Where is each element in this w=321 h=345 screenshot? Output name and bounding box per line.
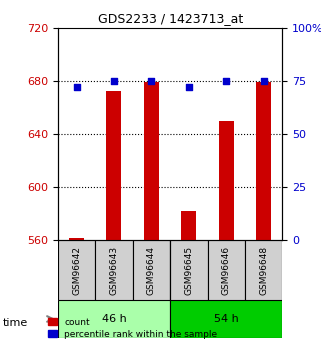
Point — [186, 85, 191, 90]
Bar — [219, 121, 234, 240]
Point — [74, 85, 79, 90]
Text: 54 h: 54 h — [214, 314, 239, 324]
FancyBboxPatch shape — [170, 240, 208, 300]
FancyBboxPatch shape — [245, 240, 282, 300]
FancyBboxPatch shape — [170, 300, 282, 338]
Text: GSM96648: GSM96648 — [259, 246, 268, 295]
Text: time: time — [3, 318, 29, 327]
Text: 46 h: 46 h — [101, 314, 126, 324]
Bar — [256, 82, 271, 240]
FancyBboxPatch shape — [208, 240, 245, 300]
Bar — [69, 238, 84, 240]
Title: GDS2233 / 1423713_at: GDS2233 / 1423713_at — [98, 12, 243, 25]
Text: GSM96646: GSM96646 — [222, 246, 231, 295]
Point — [224, 78, 229, 83]
Bar — [181, 211, 196, 240]
Text: GSM96645: GSM96645 — [184, 246, 193, 295]
Point — [111, 78, 117, 83]
FancyBboxPatch shape — [58, 240, 95, 300]
Point — [261, 78, 266, 83]
FancyBboxPatch shape — [58, 300, 170, 338]
Text: GSM96644: GSM96644 — [147, 246, 156, 295]
Legend: count, percentile rank within the sample: count, percentile rank within the sample — [46, 316, 219, 341]
FancyBboxPatch shape — [133, 240, 170, 300]
Bar — [107, 91, 121, 240]
Bar — [144, 82, 159, 240]
Point — [149, 78, 154, 83]
Text: GSM96642: GSM96642 — [72, 246, 81, 295]
Text: GSM96643: GSM96643 — [109, 246, 118, 295]
FancyBboxPatch shape — [95, 240, 133, 300]
